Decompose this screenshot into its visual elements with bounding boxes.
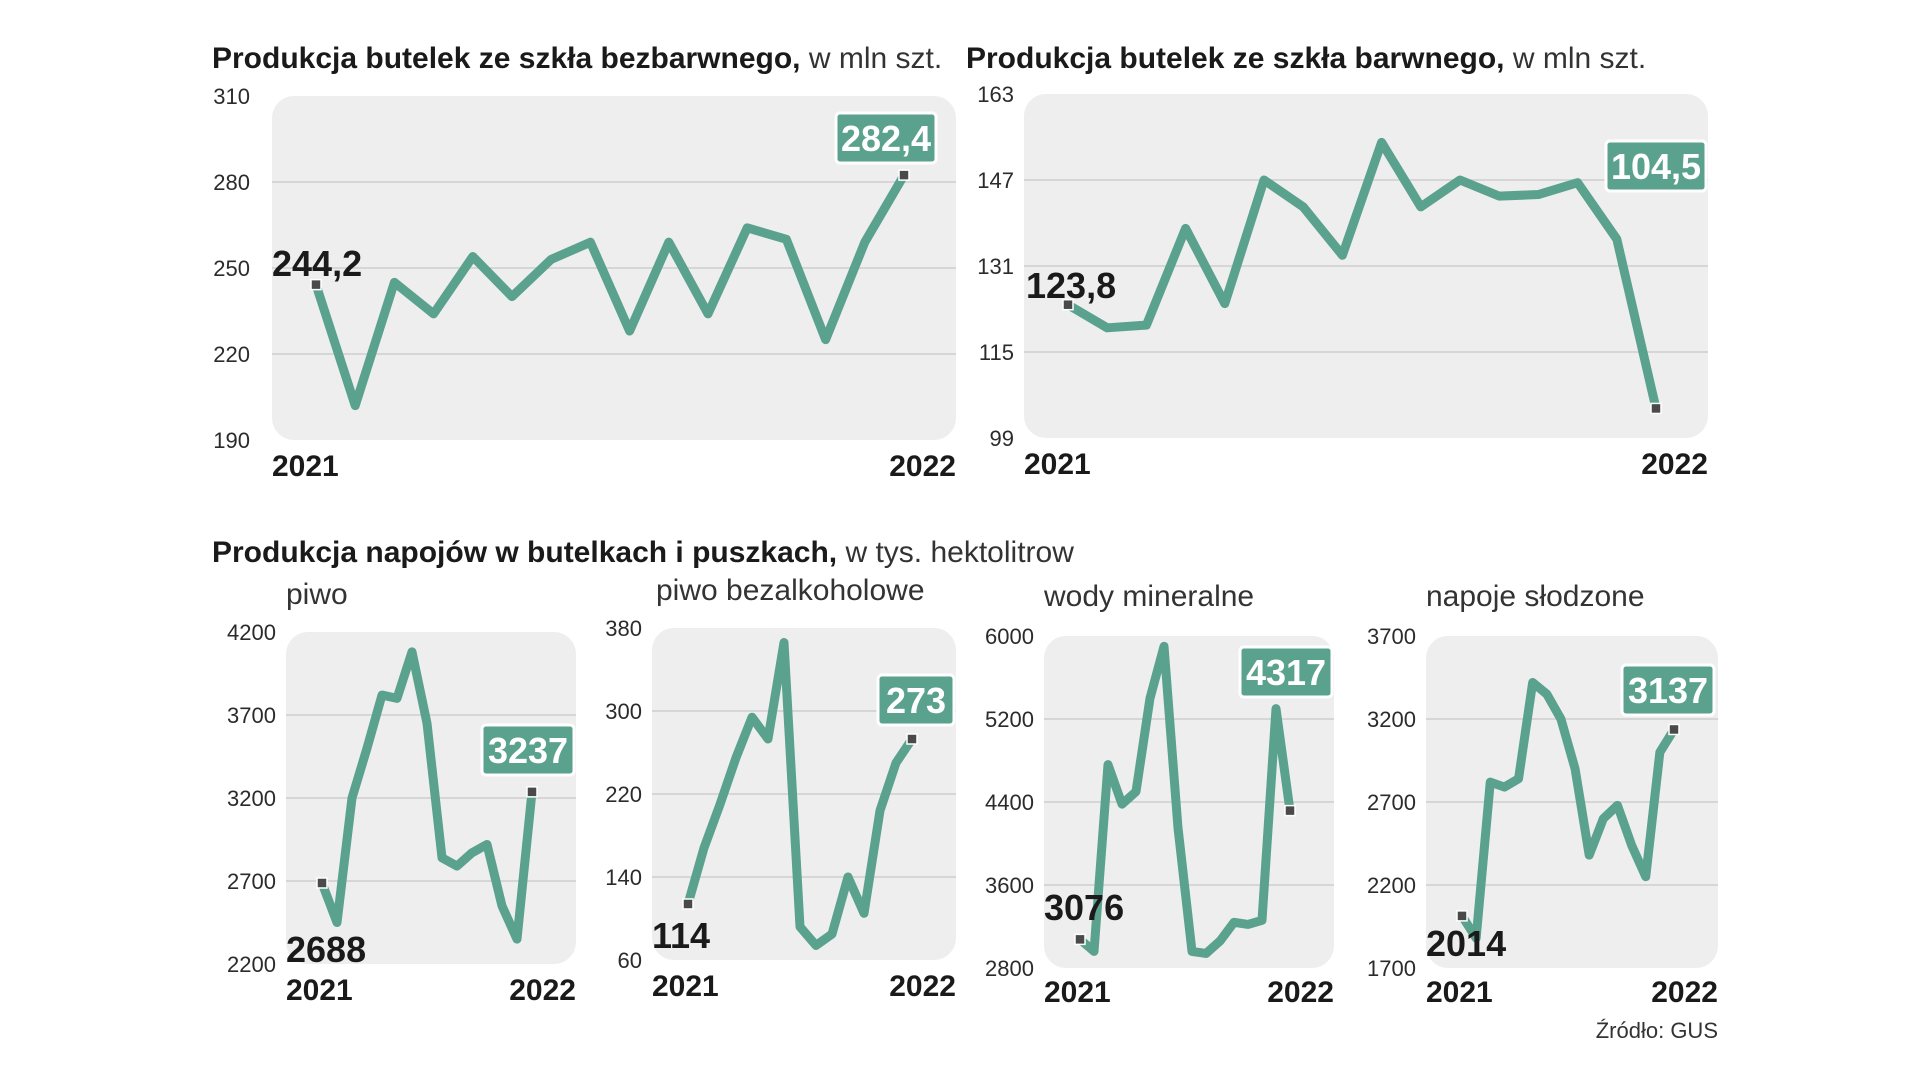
chart-wody-mineralne: 6000 5200 4400 3600 2800 wody mineralne 3076 43… — [985, 580, 1334, 1009]
end-value-badge — [480, 723, 576, 777]
end-value-badge — [1604, 139, 1708, 193]
x-start-year: 2021 — [1044, 976, 1111, 1009]
y-tick-label: 3200 — [1367, 707, 1416, 732]
x-start-year: 2021 — [1024, 448, 1091, 481]
x-end-year: 2022 — [1651, 976, 1718, 1009]
top-left-title-unit: w mln szt. — [801, 42, 943, 75]
chart-piwo: 4200 3700 3200 2700 2200 piwo 2688 3237 2021 2022 — [227, 578, 576, 1007]
y-tick-label: 5200 — [985, 707, 1034, 732]
series-line — [311, 170, 909, 411]
y-tick-label: 3700 — [227, 703, 276, 728]
y-tick-label: 3200 — [227, 786, 276, 811]
end-marker — [906, 733, 918, 745]
y-tick-label: 2800 — [985, 956, 1034, 981]
x-end-year: 2022 — [509, 974, 576, 1007]
start-marker — [1074, 933, 1086, 946]
y-tick-label: 4400 — [985, 790, 1034, 815]
y-tick-label: 147 — [977, 168, 1014, 193]
top-right-title-bold: Produkcja butelek ze szkła barwnego, — [966, 42, 1505, 75]
chart-subtitle: napoje słodzone — [1426, 580, 1645, 613]
y-tick-label: 115 — [979, 340, 1014, 365]
end-value-label: 4317 — [1246, 652, 1326, 693]
start-value-label: 2688 — [286, 929, 366, 970]
chart-subtitle: piwo — [286, 578, 348, 611]
bottom-title-unit: w tys. hektolitrow — [837, 536, 1074, 569]
y-tick-label: 2700 — [227, 869, 276, 894]
end-value-badge — [1620, 663, 1716, 717]
y-tick-label: 60 — [618, 948, 642, 973]
series-line — [1075, 641, 1295, 958]
x-end-year: 2022 — [889, 970, 956, 1003]
start-marker — [1456, 910, 1468, 922]
end-marker — [1284, 804, 1296, 817]
end-value-label: 3237 — [488, 730, 568, 771]
x-start-year: 2021 — [272, 450, 339, 483]
y-tick-label: 280 — [213, 170, 250, 195]
series-line — [317, 647, 537, 944]
y-tick-label: 6000 — [985, 624, 1034, 649]
chart-subtitle: wody mineralne — [1043, 580, 1254, 613]
chart-subtitle: piwo bezalkoholowe — [656, 574, 925, 607]
bottom-title: Produkcja napojów w butelkach i puszkach… — [212, 536, 1074, 569]
y-tick-label: 190 — [213, 428, 250, 453]
end-marker — [898, 169, 910, 181]
end-marker — [526, 786, 538, 798]
end-value-badge — [834, 111, 938, 165]
start-marker — [310, 278, 322, 291]
start-value-label: 114 — [652, 915, 710, 956]
y-tick-label: 220 — [605, 782, 642, 807]
y-tick-label: 2200 — [227, 952, 276, 977]
start-value-label: 2014 — [1426, 923, 1506, 964]
bottom-title-bold: Produkcja napojów w butelkach i puszkach… — [212, 536, 837, 569]
source-note: Źródło: GUS — [1596, 1018, 1718, 1043]
end-value-label: 3137 — [1628, 670, 1708, 711]
y-tick-label: 3700 — [1367, 624, 1416, 649]
y-tick-label: 140 — [605, 865, 642, 890]
end-marker — [1650, 402, 1662, 415]
y-tick-label: 2700 — [1367, 790, 1416, 815]
y-tick-label: 3600 — [985, 873, 1034, 898]
y-tick-label: 131 — [977, 254, 1014, 279]
end-value-badge — [1238, 645, 1334, 699]
series-line — [1457, 677, 1679, 943]
top-right-title-unit: w mln szt. — [1505, 42, 1647, 75]
y-tick-label: 163 — [977, 82, 1014, 107]
x-start-year: 2021 — [652, 970, 719, 1003]
series-line — [1063, 137, 1661, 413]
start-value-label: 244,2 — [272, 243, 362, 284]
top-left-title: Produkcja butelek ze szkła bezbarwnego, … — [212, 42, 942, 75]
series-line — [683, 638, 917, 950]
end-value-label: 104,5 — [1611, 146, 1701, 187]
chart-piwo-bezalkoholowe: 380 300 220 140 60 piwo bezalkoholowe 114 273 20… — [605, 574, 956, 1003]
y-tick-label: 2200 — [1367, 873, 1416, 898]
y-tick-label: 99 — [990, 426, 1014, 451]
chart-napoje-slodzone: 3700 3200 2700 2200 1700 napoje słodzone 2014 3… — [1367, 580, 1718, 1009]
start-marker — [1062, 298, 1074, 311]
end-marker — [1668, 723, 1680, 736]
y-tick-label: 4200 — [227, 620, 276, 645]
y-tick-label: 220 — [213, 342, 250, 367]
x-end-year: 2022 — [1267, 976, 1334, 1009]
y-tick-label: 310 — [213, 84, 250, 109]
x-end-year: 2022 — [1641, 448, 1708, 481]
start-value-label: 123,8 — [1026, 265, 1116, 306]
top-left-title-bold: Produkcja butelek ze szkła bezbarwnego, — [212, 42, 801, 75]
end-value-badge — [876, 673, 956, 727]
x-end-year: 2022 — [889, 450, 956, 483]
y-tick-label: 380 — [605, 616, 642, 641]
x-start-year: 2021 — [286, 974, 353, 1007]
y-tick-label: 300 — [605, 699, 642, 724]
start-marker — [682, 898, 694, 910]
chart-barwne: 163 147 131 115 99 123,8 104,5 2021 2022 — [977, 82, 1708, 481]
end-value-label: 273 — [886, 680, 946, 721]
x-start-year: 2021 — [1426, 976, 1493, 1009]
y-tick-label: 1700 — [1367, 956, 1416, 981]
start-marker — [316, 877, 328, 889]
y-tick-label: 250 — [213, 256, 250, 281]
end-value-label: 282,4 — [841, 118, 931, 159]
top-right-title: Produkcja butelek ze szkła barwnego, w m… — [966, 42, 1646, 75]
chart-bezbarwne: 310 280 250 220 190 244,2 282,4 2021 2022 — [213, 84, 956, 483]
start-value-label: 3076 — [1044, 887, 1124, 928]
